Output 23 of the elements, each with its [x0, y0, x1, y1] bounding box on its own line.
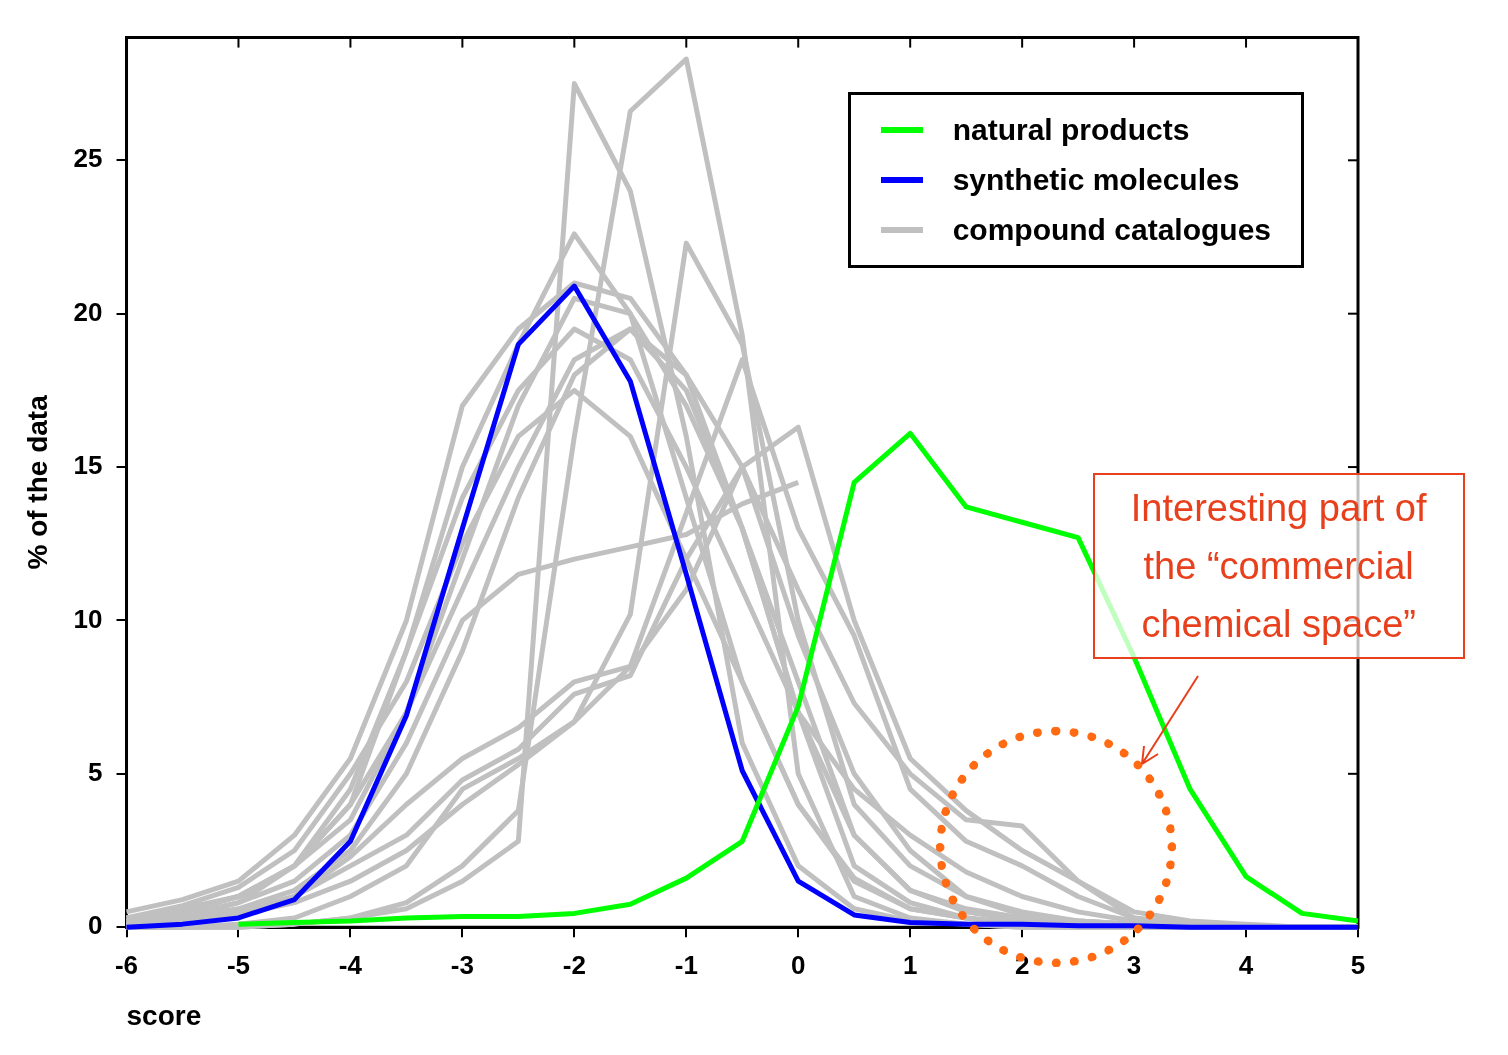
x-tick-label: 0: [791, 949, 806, 980]
x-tick-label: 1: [902, 949, 918, 980]
x-axis-title: score: [126, 999, 202, 1031]
x-tick-label: -5: [226, 949, 251, 980]
y-tick-label: 20: [73, 296, 103, 327]
x-tick-label: -2: [562, 949, 586, 980]
x-tick-label: -6: [114, 949, 139, 980]
y-axis-title: % of the data: [21, 394, 53, 570]
x-tick-label: -1: [674, 949, 698, 980]
x-tick-label: -4: [338, 949, 363, 980]
y-tick-label: 0: [88, 910, 103, 941]
y-tick-label: 5: [88, 756, 103, 787]
legend-label: compound catalogues: [952, 212, 1271, 247]
x-tick-label: 4: [1238, 949, 1254, 980]
y-tick-label: 15: [73, 450, 103, 481]
y-tick-label: 10: [73, 603, 103, 634]
y-tick-label: 25: [73, 143, 103, 174]
annotation: Interesting part of the “commercial chemical space”: [1092, 473, 1465, 660]
x-tick-label: 5: [1350, 949, 1366, 980]
x-tick-label: -3: [450, 949, 474, 980]
x-tick-label: 3: [1126, 949, 1142, 980]
legend-label: synthetic molecules: [952, 162, 1240, 197]
legend-label: natural products: [952, 112, 1190, 147]
